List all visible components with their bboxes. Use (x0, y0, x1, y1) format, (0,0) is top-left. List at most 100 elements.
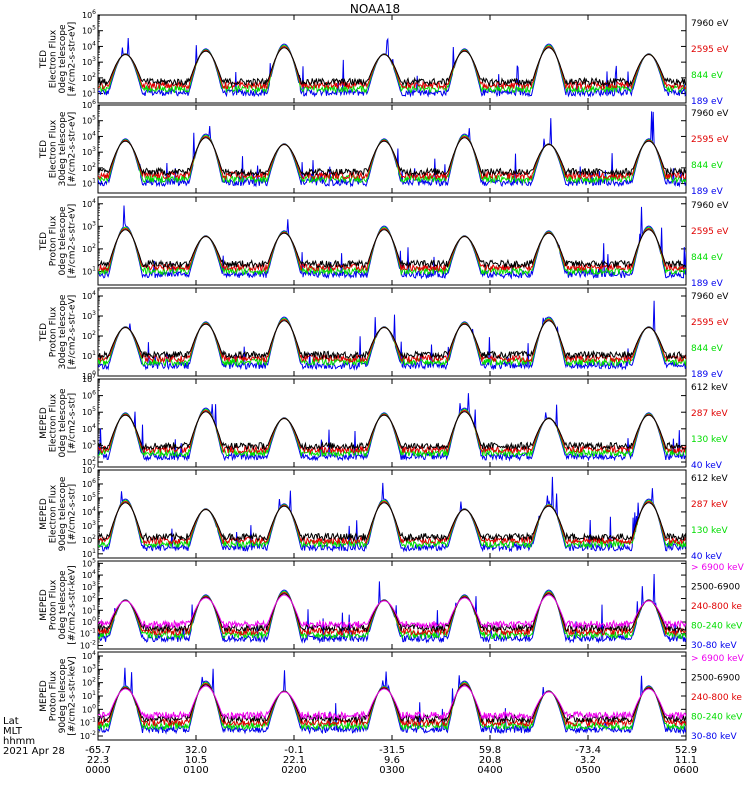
y-axis-label-line: Proton Flux (48, 306, 58, 357)
y-tick-label: 106 (82, 478, 96, 489)
series-line (98, 594, 686, 630)
y-axis-label-line: Proton Flux (48, 215, 58, 266)
legend-entry: 7960 eV (691, 292, 729, 302)
x-tick-label-hhmm: 0100 (183, 765, 208, 776)
legend-entry: 844 eV (691, 253, 724, 263)
y-tick-label: 104 (82, 650, 96, 661)
panel-ted-electron-30deg: 101 102 103 104 105 106 TED Electron Flux 30deg … (39, 99, 730, 197)
y-tick-label: 105 (82, 115, 96, 126)
x-axis-row-label-lat: Lat (3, 716, 19, 727)
legend-entry: 2595 eV (691, 135, 729, 145)
legend-entry: 240-800 ke (691, 693, 742, 703)
y-tick-label: 104 (82, 198, 96, 209)
y-tick-label: 103 (82, 439, 96, 450)
y-tick-label: 102 (82, 593, 96, 604)
y-axis-label-line: MEPED (39, 407, 49, 439)
x-tick-label-hhmm: 0300 (379, 765, 404, 776)
legend-entry: 80-240 keV (691, 713, 743, 723)
legend-entry: 189 eV (691, 279, 724, 289)
panel-frame (97, 469, 687, 559)
panel-meped-proton-90deg: 10-2 10-1 100 101 102 103 104 MEPED Proton Flux 9… (39, 650, 745, 742)
y-tick-label: 10-2 (80, 730, 96, 741)
x-axis-row-label-mlt: MLT (3, 726, 22, 737)
legend-entry: 612 keV (691, 383, 728, 393)
y-axis-label-line: [#/cm2-s-str-keV] (67, 656, 77, 735)
y-tick-label: 103 (82, 56, 96, 67)
y-axis-label-line: 30deg telescope (58, 294, 68, 369)
y-tick-label: 102 (82, 534, 96, 545)
x-tick-label-hhmm: 0600 (673, 765, 698, 776)
legend-entry: 844 eV (691, 344, 724, 354)
legend-entry: 7960 eV (691, 19, 729, 29)
y-axis-label-line: MEPED (39, 680, 49, 712)
y-axis-label-line: 0deg telescope (58, 24, 68, 94)
series-line (98, 502, 686, 543)
x-tick-label-hhmm: 0200 (281, 765, 306, 776)
y-tick-label: 102 (82, 677, 96, 688)
y-axis-label-line: 90deg telescope (58, 476, 68, 551)
y-tick-label: 104 (82, 40, 96, 51)
y-tick-label: 101 (82, 604, 96, 615)
y-tick-label: 101 (82, 548, 96, 559)
x-tick-label-mlt: 11.1 (675, 755, 697, 766)
series-line (98, 685, 686, 721)
y-axis-label-line: [#/cm2-s-str-keV] (67, 565, 77, 644)
y-tick-label: 100 (82, 703, 96, 714)
y-tick-label: 104 (82, 290, 96, 301)
legend-entry: 2595 eV (691, 318, 729, 328)
y-axis-label-line: [#/cm2-s-str-eV] (67, 22, 77, 97)
x-tick-label-hhmm: 0400 (477, 765, 502, 776)
legend-entry: 612 keV (691, 474, 728, 484)
y-tick-label: 104 (82, 130, 96, 141)
y-tick-label: 103 (82, 581, 96, 592)
y-tick-label: 104 (82, 569, 96, 580)
y-axis-label-line: MEPED (39, 589, 49, 621)
y-axis-label-line: 0deg telescope (58, 388, 68, 458)
y-axis-label-line: 90deg telescope (58, 658, 68, 733)
y-axis-label-line: [#/cm2-s-str-eV] (67, 112, 77, 187)
y-tick-label: 103 (82, 146, 96, 157)
series-line (98, 320, 686, 361)
y-axis-label-line: Electron Flux (48, 393, 58, 452)
panel-ted-proton-0deg: 101 102 103 104 TED Proton Flux 0deg telescope… (39, 196, 729, 289)
legend-entry: 2500-6900 (691, 583, 740, 593)
x-tick-label-lat: -65.7 (85, 745, 111, 756)
panel-meped-electron-0deg: 102 103 104 105 106 107 MEPED Electron Flux 0deg… (39, 373, 729, 471)
y-axis-label-line: TED (39, 323, 49, 342)
y-axis-label-line: [#/cm2-s-str-eV] (67, 204, 77, 279)
x-tick-label-hhmm: 0000 (85, 765, 110, 776)
x-tick-label-mlt: 9.6 (384, 755, 400, 766)
y-tick-label: 100 (82, 616, 96, 627)
x-tick-label-lat: -31.5 (379, 745, 405, 756)
x-tick-label-mlt: 22.1 (283, 755, 305, 766)
legend-entry: 80-240 keV (691, 622, 743, 632)
y-tick-label: 102 (82, 72, 96, 83)
x-axis-date-block: Lat MLT hhmm 2021 Apr 28 (3, 717, 65, 757)
y-axis-label-line: Proton Flux (48, 579, 58, 630)
y-axis-label-line: 0deg telescope (58, 206, 68, 276)
y-tick-label: 103 (82, 310, 96, 321)
y-axis-label-line: Electron Flux (48, 484, 58, 543)
y-axis-label-line: [#/cm2-s-str-eV] (67, 295, 77, 370)
legend-entry: 189 eV (691, 187, 724, 197)
legend-entry: 130 keV (691, 435, 728, 445)
legend-entry: > 6900 keV (691, 563, 745, 573)
x-tick-label-lat: 59.8 (479, 745, 501, 756)
y-tick-label: 10-2 (80, 639, 96, 650)
legend-entry: 130 keV (691, 526, 728, 536)
y-tick-label: 107 (82, 373, 96, 384)
y-tick-label: 104 (82, 506, 96, 517)
legend-entry: > 6900 keV (691, 654, 745, 664)
y-tick-label: 103 (82, 520, 96, 531)
legend-entry: 40 keV (691, 552, 723, 562)
y-axis-label-line: TED (39, 232, 49, 251)
y-tick-label: 105 (82, 406, 96, 417)
legend-entry: 844 eV (691, 161, 724, 171)
x-tick-label-lat: 52.9 (675, 745, 697, 756)
legend-entry: 189 eV (691, 97, 724, 107)
y-tick-label: 103 (82, 220, 96, 231)
panel-ted-electron-0deg: 101 102 103 104 105 106 TED Electron Flux 0deg t… (39, 9, 730, 107)
y-axis-label-line: Electron Flux (48, 119, 58, 178)
legend-entry: 2595 eV (691, 227, 729, 237)
